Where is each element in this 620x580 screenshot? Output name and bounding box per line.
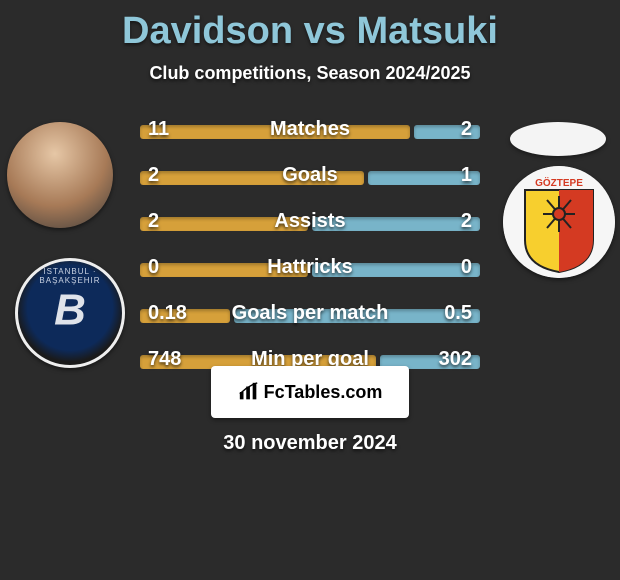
- player-right-name: Matsuki: [356, 10, 497, 52]
- comparison-infographic: Davidson vs Matsuki Club competitions, S…: [0, 0, 620, 580]
- stat-value-right: 302: [439, 348, 472, 371]
- date-text: 30 november 2024: [0, 432, 620, 455]
- stat-label: Goals: [140, 164, 480, 187]
- stat-label: Hattricks: [140, 256, 480, 279]
- stat-value-left: 0.18: [148, 302, 187, 325]
- chart-icon: [238, 381, 260, 403]
- stat-row: Goals2 1: [140, 164, 480, 192]
- branding-badge: FcTables.com: [211, 366, 409, 418]
- stat-row: Matches11 2: [140, 118, 480, 146]
- stat-value-right: 0.5: [444, 302, 472, 325]
- subtitle: Club competitions, Season 2024/2025: [0, 63, 620, 84]
- stat-value-right: 1: [461, 164, 472, 187]
- vs-text: vs: [293, 10, 356, 52]
- stat-value-right: 0: [461, 256, 472, 279]
- stat-value-left: 748: [148, 348, 181, 371]
- branding-text: FcTables.com: [264, 382, 383, 403]
- stat-label: Goals per match: [140, 302, 480, 325]
- stat-value-right: 2: [461, 118, 472, 141]
- stat-label: Assists: [140, 210, 480, 233]
- stat-value-right: 2: [461, 210, 472, 233]
- stat-value-left: 0: [148, 256, 159, 279]
- stat-row: Assists2 2: [140, 210, 480, 238]
- stat-row: Goals per match0.18 0.5: [140, 302, 480, 330]
- page-title: Davidson vs Matsuki: [0, 0, 620, 53]
- stats-area: Matches112Goals21Assists22Hattricks00Goa…: [0, 118, 620, 394]
- stat-label: Matches: [140, 118, 480, 141]
- player-left-name: Davidson: [122, 10, 293, 52]
- stat-value-left: 2: [148, 164, 159, 187]
- stat-value-left: 2: [148, 210, 159, 233]
- stat-value-left: 11: [148, 118, 169, 141]
- stat-row: Hattricks0 0: [140, 256, 480, 284]
